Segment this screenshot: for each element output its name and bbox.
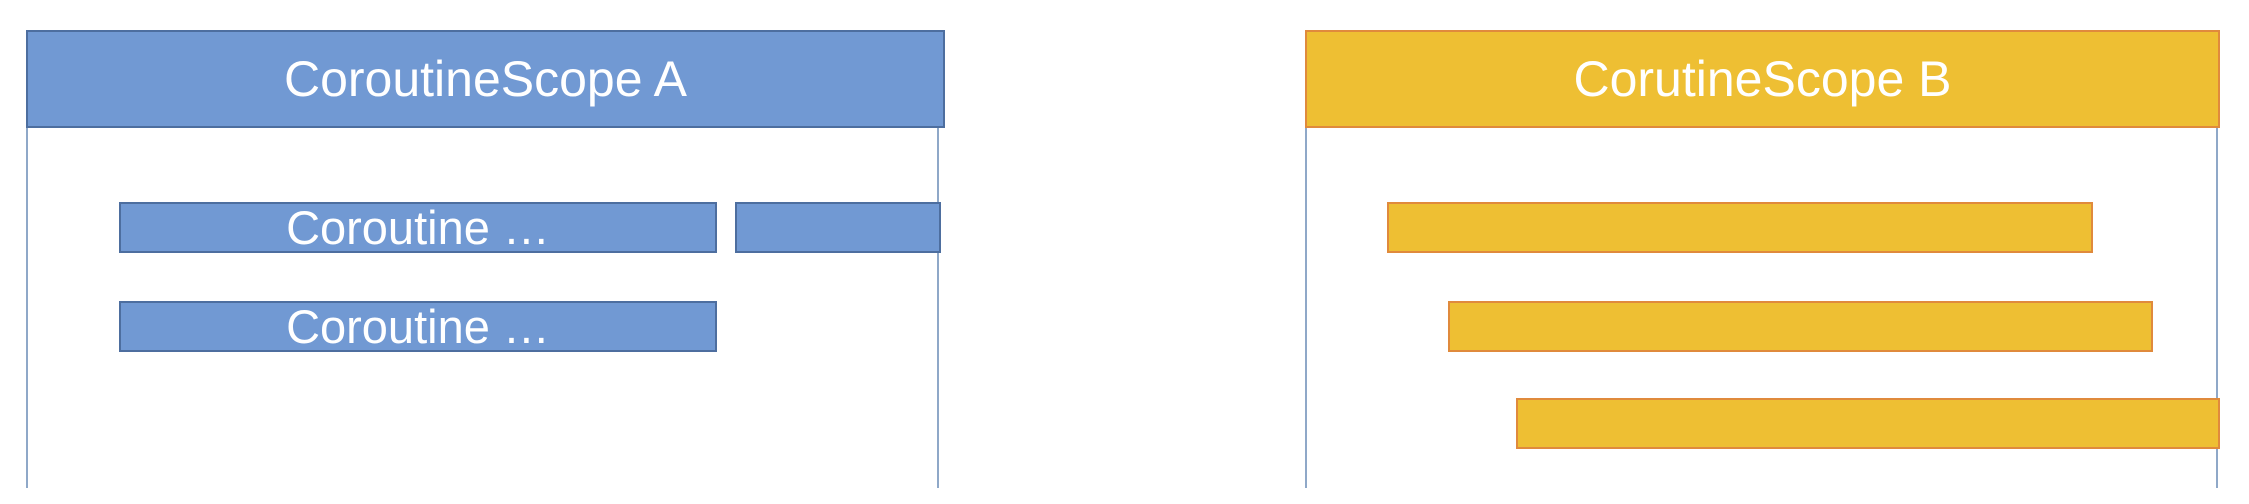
coroutine-scope-a: CoroutineScope A Coroutine … Coroutine … <box>26 0 945 504</box>
scope-b-left-border <box>1305 128 1307 488</box>
scope-a-header: CoroutineScope A <box>26 30 945 128</box>
scope-a-coroutine-2 <box>735 202 941 253</box>
scope-b-coroutine-1 <box>1387 202 2093 253</box>
scope-b-header: CorutineScope B <box>1305 30 2220 128</box>
scope-a-left-border <box>26 128 28 488</box>
scope-b-right-border <box>2216 128 2218 488</box>
scope-a-coroutine-1: Coroutine … <box>119 202 717 253</box>
scope-a-coroutine-3: Coroutine … <box>119 301 717 352</box>
coroutine-scope-b: CorutineScope B <box>1305 0 2220 504</box>
scope-b-coroutine-3 <box>1516 398 2220 449</box>
scope-b-coroutine-2 <box>1448 301 2153 352</box>
scope-a-right-border <box>937 128 939 488</box>
